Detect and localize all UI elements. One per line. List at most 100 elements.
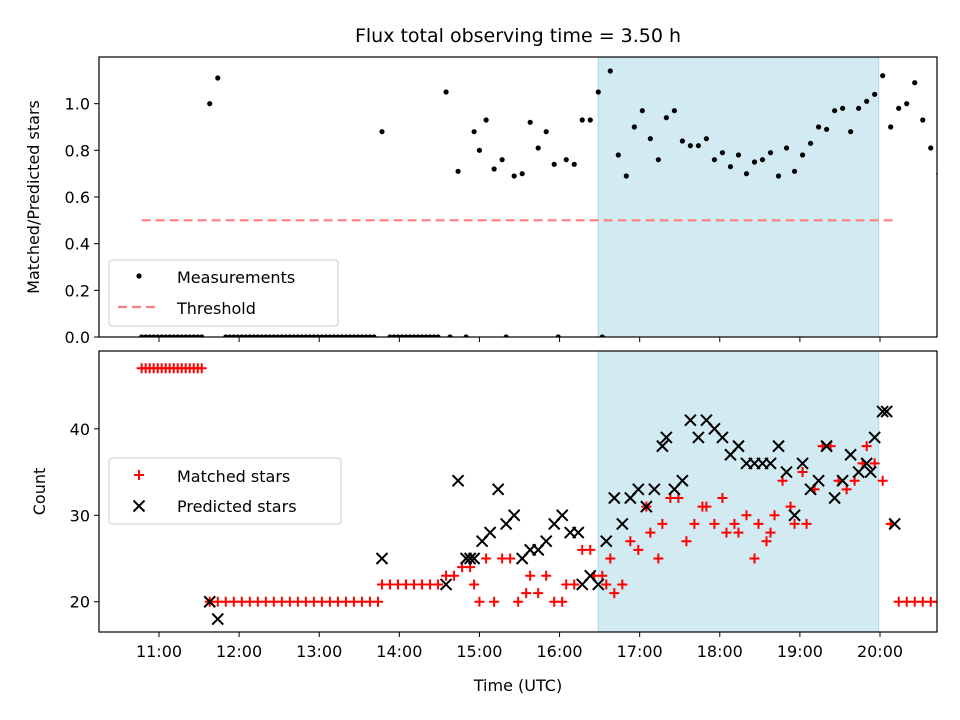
data-point	[243, 334, 249, 337]
data-point	[617, 579, 628, 590]
series-predicted-stars	[203, 405, 901, 626]
y-tick-label: 40	[70, 420, 90, 439]
legend-box	[108, 457, 342, 525]
data-point	[767, 150, 774, 156]
data-point	[163, 334, 169, 337]
data-point	[717, 492, 728, 503]
y-tick-label: 0.4	[65, 235, 90, 254]
data-point	[483, 117, 489, 123]
data-point	[727, 164, 734, 170]
data-point	[789, 518, 800, 529]
data-point	[729, 518, 740, 529]
data-point	[780, 465, 793, 479]
data-point	[743, 171, 750, 177]
data-point	[605, 553, 616, 564]
data-point	[507, 509, 521, 522]
y-tick-label: 0.0	[65, 328, 90, 347]
data-point	[703, 136, 710, 142]
data-point	[449, 570, 460, 581]
data-point	[631, 124, 637, 130]
data-point	[615, 152, 621, 158]
data-point	[175, 334, 181, 337]
data-point	[807, 140, 814, 146]
data-point	[836, 474, 849, 487]
y-axis-label: Matched/Predicted stars	[24, 100, 43, 294]
data-point	[359, 334, 365, 337]
data-point	[155, 334, 161, 337]
data-point	[656, 439, 669, 453]
data-point	[579, 117, 585, 123]
data-point	[231, 334, 237, 337]
top-panel: 0.0 0.2 0.4 0.6 0.8 1.0 Matched/Predicted star…	[24, 56, 938, 347]
data-point	[648, 483, 661, 496]
data-point	[601, 579, 612, 590]
data-point	[187, 334, 193, 337]
data-point	[239, 334, 245, 337]
data-point	[563, 157, 569, 163]
series-measurements	[139, 68, 937, 337]
data-point	[489, 596, 500, 607]
data-point	[791, 168, 798, 174]
data-point	[541, 570, 552, 581]
data-point	[539, 535, 553, 548]
data-point	[339, 334, 345, 337]
data-point	[481, 553, 492, 564]
chart-title: Flux total observing time = 3.50 h	[355, 25, 681, 47]
data-point	[761, 536, 772, 547]
data-point	[535, 145, 541, 151]
data-point	[732, 439, 745, 453]
data-point	[525, 570, 536, 581]
data-point	[607, 68, 613, 74]
data-point	[555, 334, 561, 337]
data-point	[543, 129, 549, 135]
data-point	[551, 161, 557, 167]
legend-box	[108, 259, 339, 327]
data-point	[255, 334, 261, 337]
data-point	[372, 596, 383, 607]
data-point	[657, 518, 668, 529]
data-point	[888, 124, 894, 130]
data-point	[511, 173, 517, 179]
x-tick-label: 16:00	[537, 642, 583, 661]
data-point	[647, 136, 653, 142]
data-point	[933, 600, 937, 603]
data-point	[195, 334, 201, 337]
data-point	[861, 441, 872, 452]
data-point	[455, 168, 461, 174]
data-point	[928, 145, 934, 151]
data-point	[749, 553, 760, 564]
data-point	[387, 334, 393, 337]
data-point	[896, 105, 902, 111]
data-point	[363, 334, 369, 337]
data-point	[645, 527, 656, 538]
data-point	[864, 98, 870, 104]
data-point	[275, 334, 281, 337]
data-point	[663, 115, 669, 121]
data-point	[753, 518, 764, 529]
data-point	[483, 526, 497, 539]
data-point	[701, 501, 712, 512]
data-point	[327, 334, 333, 337]
data-point	[299, 334, 305, 337]
data-point	[772, 439, 785, 453]
data-point	[395, 334, 401, 337]
data-point	[247, 334, 253, 337]
data-point	[733, 527, 744, 538]
data-point	[788, 509, 801, 522]
data-point	[203, 595, 216, 608]
data-point	[491, 166, 497, 172]
data-point	[623, 173, 629, 179]
data-point	[533, 588, 544, 599]
y-tick-label: 1.0	[65, 95, 90, 114]
data-point	[633, 544, 644, 555]
data-point	[868, 431, 881, 444]
data-point	[199, 334, 205, 337]
data-point	[689, 518, 700, 529]
legend-marker-measurements	[136, 273, 142, 279]
data-point	[433, 579, 444, 590]
data-point	[815, 124, 822, 130]
data-point	[235, 334, 241, 337]
data-point	[375, 552, 389, 565]
data-point	[600, 535, 613, 548]
data-point	[844, 448, 857, 461]
